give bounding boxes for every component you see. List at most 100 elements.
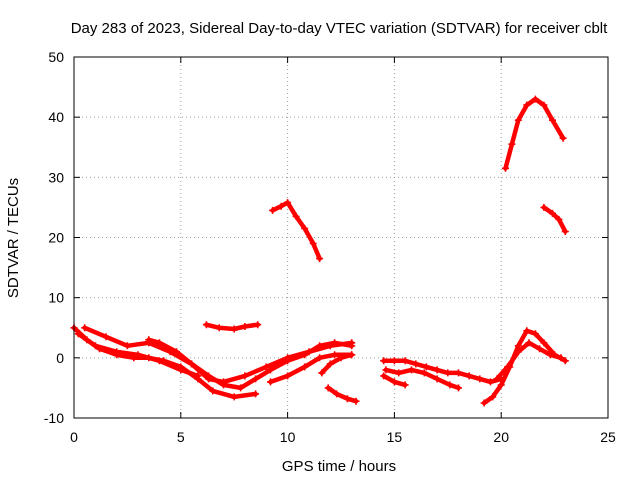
data-point [278, 204, 284, 209]
data-point [302, 352, 307, 358]
data-point [396, 370, 401, 376]
y-tick-label: 40 [48, 109, 64, 125]
data-point [434, 367, 440, 373]
data-point [217, 325, 222, 330]
data-point [114, 349, 119, 355]
data-point [82, 325, 87, 330]
data-point [550, 211, 555, 216]
data-point [537, 346, 542, 352]
series-line [270, 200, 322, 261]
data-point [526, 340, 532, 345]
data-point [242, 373, 248, 379]
data-point [402, 358, 408, 364]
data-point [392, 379, 397, 385]
data-point [325, 385, 331, 391]
data-point [255, 322, 260, 327]
data-point [328, 361, 333, 367]
data-point [349, 352, 354, 358]
data-point [499, 382, 504, 388]
data-point [509, 142, 515, 147]
data-point [541, 340, 547, 345]
data-point [556, 217, 562, 222]
y-tick-label: 20 [48, 230, 64, 246]
data-point [332, 352, 337, 358]
data-point [317, 256, 322, 261]
data-series [70, 95, 569, 407]
data-point [409, 367, 414, 373]
x-tick-label: 20 [493, 429, 509, 445]
data-point [232, 394, 237, 400]
data-point [270, 208, 275, 213]
data-point [232, 326, 237, 332]
data-point [524, 328, 530, 333]
series-line [146, 337, 354, 391]
data-point [253, 391, 258, 397]
data-point [516, 343, 521, 348]
data-point [221, 382, 226, 388]
chart-title: Day 283 of 2023, Sidereal Day-to-day VTE… [71, 20, 608, 37]
data-point [146, 337, 151, 342]
series-arc-4 [145, 336, 356, 392]
y-tick-label: -10 [44, 410, 64, 426]
x-tick-label: 15 [387, 429, 403, 445]
data-point [349, 343, 354, 348]
series-arc-8 [318, 351, 356, 377]
data-point [285, 200, 290, 205]
data-point [174, 349, 179, 355]
data-point [334, 391, 339, 397]
data-point [488, 379, 493, 385]
series-arc-10 [380, 357, 505, 386]
series-arc-3 [74, 330, 202, 380]
data-point [434, 376, 440, 382]
series-line [541, 205, 568, 234]
data-point [345, 396, 350, 401]
series-arc-14 [493, 339, 565, 383]
data-point [189, 361, 194, 367]
y-tick-label: 50 [48, 49, 64, 65]
data-point [338, 355, 344, 361]
data-point [238, 385, 243, 391]
data-point [157, 358, 162, 364]
x-tick-label: 10 [280, 429, 296, 445]
data-point [402, 382, 408, 388]
data-point [268, 367, 273, 373]
series-line [319, 352, 354, 376]
y-tick-label: 0 [56, 350, 64, 366]
data-point [445, 370, 450, 376]
data-point [311, 241, 316, 246]
data-point [268, 379, 273, 385]
data-point [204, 322, 209, 327]
series-line [325, 385, 359, 404]
x-tick-label: 25 [600, 429, 616, 445]
data-point [505, 364, 510, 370]
data-point [563, 358, 568, 364]
data-point [195, 373, 201, 379]
series-arc-6 [269, 199, 324, 263]
data-point [392, 358, 397, 364]
data-point [494, 376, 500, 382]
data-point [413, 361, 418, 367]
series-markers [502, 95, 567, 172]
data-point [541, 102, 547, 108]
data-point [135, 352, 141, 358]
data-point [516, 117, 521, 123]
grid [74, 57, 608, 418]
series-arc-13 [480, 327, 569, 407]
series-line [481, 328, 568, 406]
data-point [253, 376, 258, 382]
data-point [516, 349, 521, 355]
y-axis-label: SDTVAR / TECUs [5, 178, 22, 298]
data-point [533, 331, 538, 336]
series-arc-15 [502, 95, 567, 172]
data-point [293, 214, 299, 219]
data-point [424, 364, 429, 370]
data-point [317, 355, 322, 361]
data-point [524, 102, 530, 108]
data-point [563, 229, 568, 234]
data-point [242, 324, 248, 329]
series-arc-16 [540, 203, 569, 235]
data-point [466, 373, 472, 379]
data-point [541, 205, 547, 210]
data-point [383, 367, 389, 373]
